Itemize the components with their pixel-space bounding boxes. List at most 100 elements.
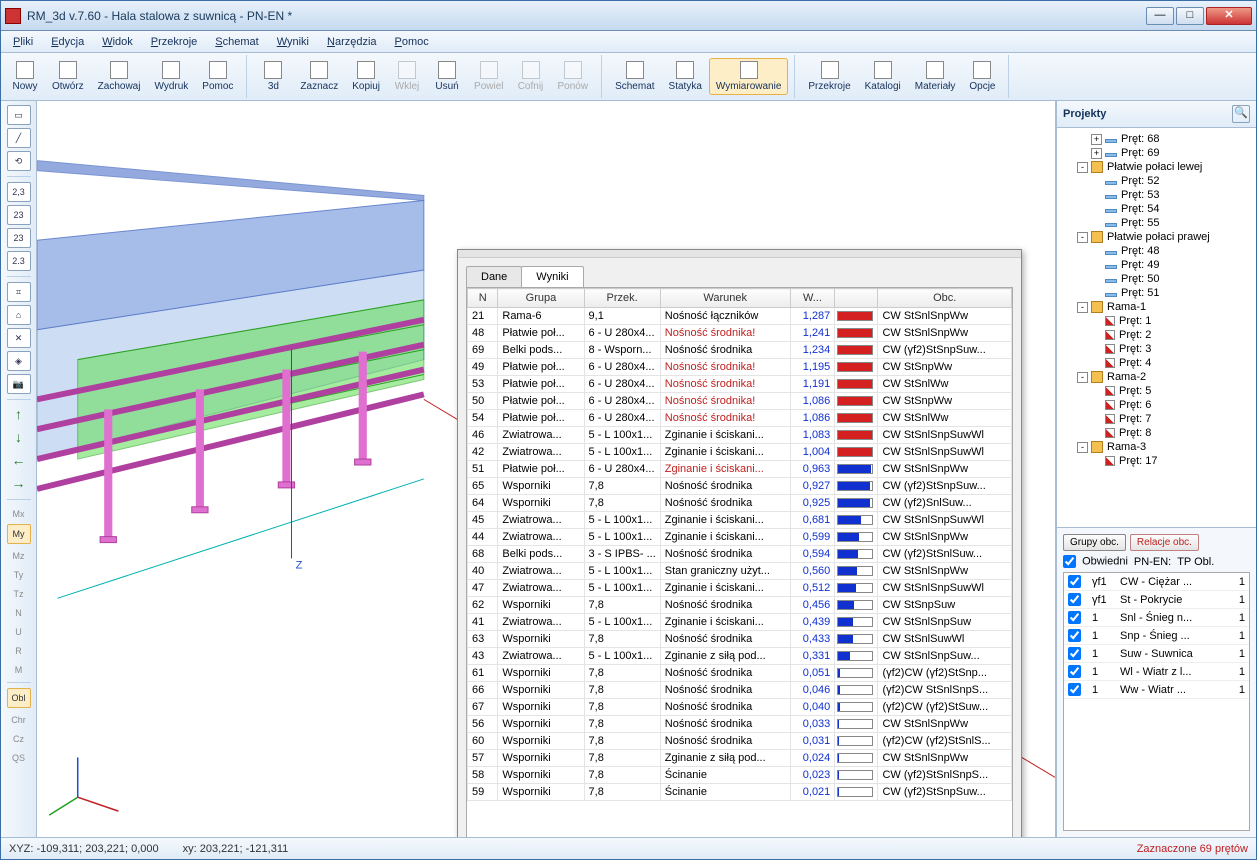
table-row[interactable]: 50Płatwie poł...6 - U 280x4...Nośność śr…: [468, 393, 1012, 410]
tree-node[interactable]: Pręt: 1: [1059, 314, 1254, 328]
table-row[interactable]: 64Wsporniki7,8Nośność środnika0,925CW (γ…: [468, 495, 1012, 512]
table-row[interactable]: 46Zwiatrowa...5 - L 100x1...Zginanie i ś…: [468, 427, 1012, 444]
col-header[interactable]: Warunek: [660, 289, 790, 308]
maximize-button[interactable]: □: [1176, 7, 1204, 25]
tree-node[interactable]: Pręt: 52: [1059, 174, 1254, 188]
table-row[interactable]: 60Wsporniki7,8Nośność środnika0,031(γf2)…: [468, 733, 1012, 750]
toolbtn-zaznacz[interactable]: Zaznacz: [293, 58, 345, 95]
toolbtn-kopiuj[interactable]: Kopiuj: [345, 58, 387, 95]
vbtn-mid-2[interactable]: ✕: [7, 328, 31, 348]
col-header[interactable]: W...: [790, 289, 835, 308]
vbtn-Mx[interactable]: Mx: [7, 505, 31, 521]
dialog-drag-handle[interactable]: [458, 250, 1021, 258]
envelope-checkbox[interactable]: Obwiedni: [1063, 555, 1128, 568]
vbtn-R[interactable]: R: [7, 642, 31, 658]
vbtn-mid-3[interactable]: ◈: [7, 351, 31, 371]
vbtn-mid-0[interactable]: ⌗: [7, 282, 31, 302]
load-row[interactable]: 1Snp - Śnieg ...1: [1064, 627, 1249, 645]
load-row[interactable]: 1Wl - Wiatr z l...1: [1064, 663, 1249, 681]
tree-node[interactable]: Pręt: 17: [1059, 454, 1254, 468]
toolbtn-wydruk[interactable]: Wydruk: [147, 58, 195, 95]
vbtn-Ty[interactable]: Ty: [7, 566, 31, 582]
tree-node[interactable]: -Płatwie połaci prawej: [1059, 230, 1254, 244]
vbtn-QS[interactable]: QS: [7, 749, 31, 765]
load-row[interactable]: 1Snl - Śnieg n...1: [1064, 609, 1249, 627]
toolbtn-schemat[interactable]: Schemat: [608, 58, 661, 95]
toolbtn-materiały[interactable]: Materiały: [908, 58, 963, 95]
toolbtn-zachowaj[interactable]: Zachowaj: [91, 58, 148, 95]
table-row[interactable]: 21Rama-69,1Nośność łączników1,287CW StSn…: [468, 308, 1012, 325]
toolbtn-katalogi[interactable]: Katalogi: [858, 58, 908, 95]
loads-list[interactable]: γf1CW - Ciężar ...1γf1St - Pokrycie11Snl…: [1063, 572, 1250, 831]
menu-edycja[interactable]: Edycja: [43, 34, 92, 50]
titlebar[interactable]: RM_3d v.7.60 - Hala stalowa z suwnicą - …: [1, 1, 1256, 31]
table-row[interactable]: 40Zwiatrowa...5 - L 100x1...Stan granicz…: [468, 563, 1012, 580]
load-row[interactable]: γf1St - Pokrycie1: [1064, 591, 1249, 609]
table-row[interactable]: 41Zwiatrowa...5 - L 100x1...Zginanie i ś…: [468, 614, 1012, 631]
table-row[interactable]: 47Zwiatrowa...5 - L 100x1...Zginanie i ś…: [468, 580, 1012, 597]
toolbtn-usuń[interactable]: Usuń: [427, 58, 467, 95]
table-row[interactable]: 68Belki pods...3 - S IPBS- ...Nośność śr…: [468, 546, 1012, 563]
tree-node[interactable]: -Rama-2: [1059, 370, 1254, 384]
load-row[interactable]: 1Suw - Suwnica1: [1064, 645, 1249, 663]
tab-dane[interactable]: Dane: [466, 266, 522, 287]
vbtn-Cz[interactable]: Cz: [7, 730, 31, 746]
toolbtn-otwórz[interactable]: Otwórz: [45, 58, 91, 95]
tree-node[interactable]: Pręt: 7: [1059, 412, 1254, 426]
table-row[interactable]: 65Wsporniki7,8Nośność środnika0,927CW (γ…: [468, 478, 1012, 495]
menu-narzędzia[interactable]: Narzędzia: [319, 34, 385, 50]
table-row[interactable]: 59Wsporniki7,8Ścinanie0,021CW (γf2)StSnp…: [468, 784, 1012, 801]
minimize-button[interactable]: —: [1146, 7, 1174, 25]
project-tree[interactable]: +Pręt: 68+Pręt: 69-Płatwie połaci lewejP…: [1057, 128, 1256, 528]
vbtn-arrow-0[interactable]: ↑: [7, 405, 31, 425]
vbtn-mid-4[interactable]: 📷: [7, 374, 31, 394]
col-header[interactable]: Grupa: [498, 289, 584, 308]
col-header[interactable]: Przek.: [584, 289, 660, 308]
table-row[interactable]: 63Wsporniki7,8Nośność środnika0,433CW St…: [468, 631, 1012, 648]
vbtn-U[interactable]: U: [7, 623, 31, 639]
menu-schemat[interactable]: Schemat: [207, 34, 266, 50]
vbtn-num-3[interactable]: 2.3: [7, 251, 31, 271]
tree-node[interactable]: Pręt: 6: [1059, 398, 1254, 412]
toolbtn-opcje[interactable]: Opcje: [962, 58, 1002, 95]
tree-node[interactable]: Pręt: 5: [1059, 384, 1254, 398]
vbtn-num-1[interactable]: 23: [7, 205, 31, 225]
vbtn-arrow-1[interactable]: ↓: [7, 428, 31, 448]
tree-node[interactable]: -Rama-3: [1059, 440, 1254, 454]
tree-node[interactable]: Pręt: 55: [1059, 216, 1254, 230]
table-row[interactable]: 42Zwiatrowa...5 - L 100x1...Zginanie i ś…: [468, 444, 1012, 461]
vbtn-arrow-2[interactable]: ←: [7, 451, 31, 471]
tree-node[interactable]: Pręt: 49: [1059, 258, 1254, 272]
table-row[interactable]: 48Płatwie poł...6 - U 280x4...Nośność śr…: [468, 325, 1012, 342]
vbtn-num-2[interactable]: 23: [7, 228, 31, 248]
results-grid[interactable]: NGrupaPrzek.WarunekW...Obc.21Rama-69,1No…: [467, 288, 1012, 837]
load-row[interactable]: γf1CW - Ciężar ...1: [1064, 573, 1249, 591]
table-row[interactable]: 62Wsporniki7,8Nośność środnika0,456CW St…: [468, 597, 1012, 614]
table-row[interactable]: 43Zwiatrowa...5 - L 100x1...Zginanie z s…: [468, 648, 1012, 665]
tree-node[interactable]: Pręt: 2: [1059, 328, 1254, 342]
toolbtn-statyka[interactable]: Statyka: [662, 58, 709, 95]
tree-node[interactable]: Pręt: 3: [1059, 342, 1254, 356]
table-row[interactable]: 54Płatwie poł...6 - U 280x4...Nośność śr…: [468, 410, 1012, 427]
menu-widok[interactable]: Widok: [94, 34, 141, 50]
vbtn-Chr[interactable]: Chr: [7, 711, 31, 727]
table-row[interactable]: 45Zwiatrowa...5 - L 100x1...Zginanie i ś…: [468, 512, 1012, 529]
col-header[interactable]: [835, 289, 878, 308]
menu-przekroje[interactable]: Przekroje: [143, 34, 205, 50]
tree-node[interactable]: Pręt: 8: [1059, 426, 1254, 440]
table-row[interactable]: 61Wsporniki7,8Nośność środnika0,051(γf2)…: [468, 665, 1012, 682]
vbtn-Obl[interactable]: Obl: [7, 688, 31, 708]
vbtn-num-0[interactable]: 2,3: [7, 182, 31, 202]
vbtn-top-1[interactable]: ╱: [7, 128, 31, 148]
close-button[interactable]: ✕: [1206, 7, 1252, 25]
table-row[interactable]: 44Zwiatrowa...5 - L 100x1...Zginanie i ś…: [468, 529, 1012, 546]
vbtn-mid-1[interactable]: ⌂: [7, 305, 31, 325]
tree-node[interactable]: Pręt: 51: [1059, 286, 1254, 300]
tree-node[interactable]: +Pręt: 68: [1059, 132, 1254, 146]
loadbtn-1[interactable]: Relacje obc.: [1130, 534, 1199, 551]
table-row[interactable]: 56Wsporniki7,8Nośność środnika0,033CW St…: [468, 716, 1012, 733]
col-header[interactable]: Obc.: [878, 289, 1012, 308]
vbtn-Mz[interactable]: Mz: [7, 547, 31, 563]
menu-pomoc[interactable]: Pomoc: [387, 34, 437, 50]
tree-node[interactable]: -Rama-1: [1059, 300, 1254, 314]
